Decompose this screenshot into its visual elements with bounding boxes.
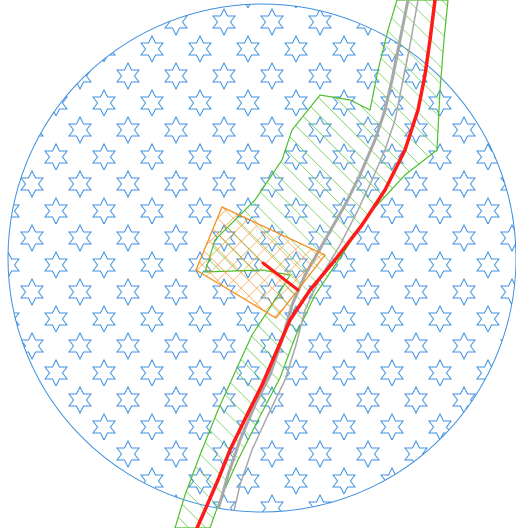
road-line — [401, 0, 419, 86]
road-network-outside — [390, 0, 419, 86]
road-line — [229, 4, 419, 512]
route-line[interactable] — [195, 0, 437, 528]
road-line — [390, 0, 410, 81]
site-connector-line[interactable] — [261, 261, 300, 292]
site-parcel[interactable] — [195, 206, 327, 319]
